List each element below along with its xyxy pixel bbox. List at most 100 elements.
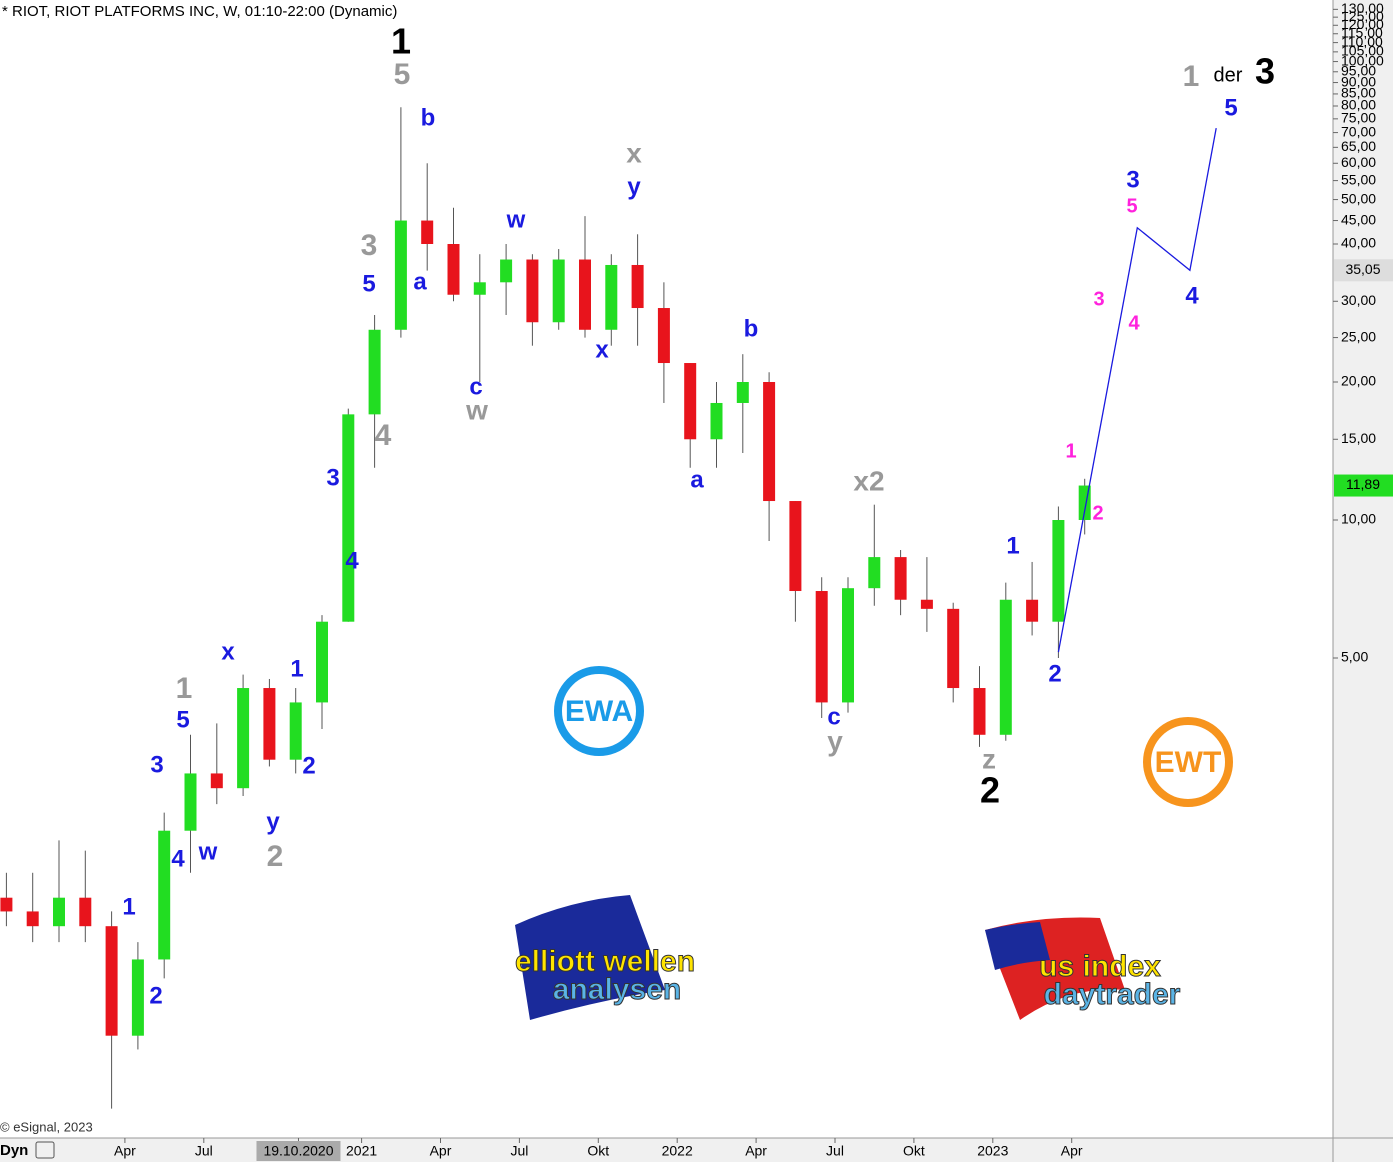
candle-body xyxy=(842,588,854,703)
logo-ring xyxy=(1143,717,1233,807)
wave-label: w xyxy=(506,206,526,233)
price-marker xyxy=(1334,474,1393,497)
wave-label: x2 xyxy=(853,465,884,496)
candle-body xyxy=(53,897,65,927)
brand-text: daytrader xyxy=(1044,978,1181,1011)
wave-label: w xyxy=(198,838,218,865)
wave-label: 2 xyxy=(302,752,315,779)
y-tick-label: 20,00 xyxy=(1341,373,1376,389)
wave-label: 2 xyxy=(149,982,162,1009)
candle-body xyxy=(815,591,828,703)
wave-label: 3 xyxy=(150,751,163,778)
y-tick-label: 120,00 xyxy=(1341,16,1384,32)
candle-body xyxy=(394,220,407,330)
wave-label: 1 xyxy=(122,893,135,920)
y-tick-label: 110,00 xyxy=(1341,33,1383,49)
y-tick-label: 55,00 xyxy=(1341,171,1376,187)
y-tick-label: 70,00 xyxy=(1341,123,1376,139)
y-tick-label: 10,00 xyxy=(1341,511,1376,527)
candle-body xyxy=(131,959,144,1036)
candle-body xyxy=(605,264,618,330)
y-tick-label: 130,00 xyxy=(1341,0,1384,16)
chart-title: * RIOT, RIOT PLATFORMS INC, W, 01:10-22:… xyxy=(2,3,397,20)
price-marker-label: 35,05 xyxy=(1345,261,1380,277)
wave-label: der xyxy=(1214,64,1243,86)
x-tick-label: 2022 xyxy=(662,1143,693,1159)
wave-label: w xyxy=(465,394,488,425)
candle-body xyxy=(789,501,802,592)
wave-label: 3 xyxy=(1093,288,1104,310)
y-tick-label: 115,00 xyxy=(1341,24,1383,40)
candle-body xyxy=(999,599,1012,735)
wave-label: 1 xyxy=(391,21,411,62)
logo-text: EWT xyxy=(1155,746,1222,779)
y-tick-label: 45,00 xyxy=(1341,211,1376,227)
wave-label: 3 xyxy=(361,229,378,262)
candle-body xyxy=(1026,599,1039,622)
candle-body xyxy=(368,329,381,415)
candle-body xyxy=(552,259,565,323)
y-tick-label: 5,00 xyxy=(1341,649,1368,665)
y-tick-label: 15,00 xyxy=(1341,430,1376,446)
y-tick-label: 105,00 xyxy=(1341,43,1384,59)
candle-body xyxy=(500,259,513,283)
wave-label: z xyxy=(982,743,996,774)
x-tick-label: Okt xyxy=(903,1143,925,1159)
wave-label: x xyxy=(595,336,609,363)
candle-body xyxy=(447,244,460,295)
candle-body xyxy=(263,688,276,760)
candle-body xyxy=(973,688,986,735)
candle-body xyxy=(26,911,39,927)
wave-label: 1 xyxy=(176,672,193,705)
x-tick-label: Okt xyxy=(587,1143,609,1159)
y-tick-label: 30,00 xyxy=(1341,292,1376,308)
wave-label: 5 xyxy=(1224,94,1237,121)
x-tick-label: Jul xyxy=(195,1143,213,1159)
wave-label: 1 xyxy=(290,655,303,682)
y-tick-label: 100,00 xyxy=(1341,52,1384,68)
wave-label: c xyxy=(469,373,482,400)
brand-text: us index xyxy=(1039,950,1161,983)
price-marker-label: 11,89 xyxy=(1346,476,1380,492)
candle-body xyxy=(105,926,118,1036)
brand-text: analysen xyxy=(553,973,681,1006)
copyright: © eSignal, 2023 xyxy=(0,1119,93,1134)
y-tick-label: 50,00 xyxy=(1341,190,1376,206)
candle-body xyxy=(210,773,223,789)
candle-body xyxy=(657,308,670,364)
candle-body xyxy=(342,414,355,622)
x-tick-label: Apr xyxy=(114,1143,136,1159)
eu-flag xyxy=(515,895,665,1020)
candle-body xyxy=(710,402,723,440)
wave-label: 4 xyxy=(345,547,359,574)
wave-label: b xyxy=(744,315,759,342)
wave-label: 4 xyxy=(1128,312,1140,334)
wave-label: 4 xyxy=(375,419,392,452)
mode-label: Dyn xyxy=(0,1142,28,1159)
us-flag-canton xyxy=(985,922,1050,970)
candle-body xyxy=(79,897,92,927)
x-tick-label: Apr xyxy=(1061,1143,1083,1159)
wave-label: 2 xyxy=(980,770,1000,811)
y-tick-label: 85,00 xyxy=(1341,85,1376,101)
x-tick-label: 19.10.2020 xyxy=(263,1143,333,1159)
wave-label: c xyxy=(827,703,840,730)
logo-ring xyxy=(554,666,644,756)
wave-label: 1 xyxy=(1006,532,1019,559)
candle-body xyxy=(684,363,697,440)
candle-body xyxy=(0,897,13,912)
wave-label: x xyxy=(221,638,235,665)
y-tick-label: 40,00 xyxy=(1341,235,1376,251)
wave-label: 2 xyxy=(267,840,284,873)
wave-label: 5 xyxy=(176,706,189,733)
candle-body xyxy=(526,259,539,323)
candle-body xyxy=(920,599,933,609)
candle-body xyxy=(947,608,960,689)
y-tick-label: 65,00 xyxy=(1341,138,1376,154)
x-tick-label: 2021 xyxy=(346,1143,377,1159)
y-tick-label: 60,00 xyxy=(1341,154,1376,170)
wave-label: 4 xyxy=(171,845,185,872)
wave-label: 5 xyxy=(362,270,375,297)
wave-label: y xyxy=(266,808,280,835)
price-marker xyxy=(1334,259,1393,282)
